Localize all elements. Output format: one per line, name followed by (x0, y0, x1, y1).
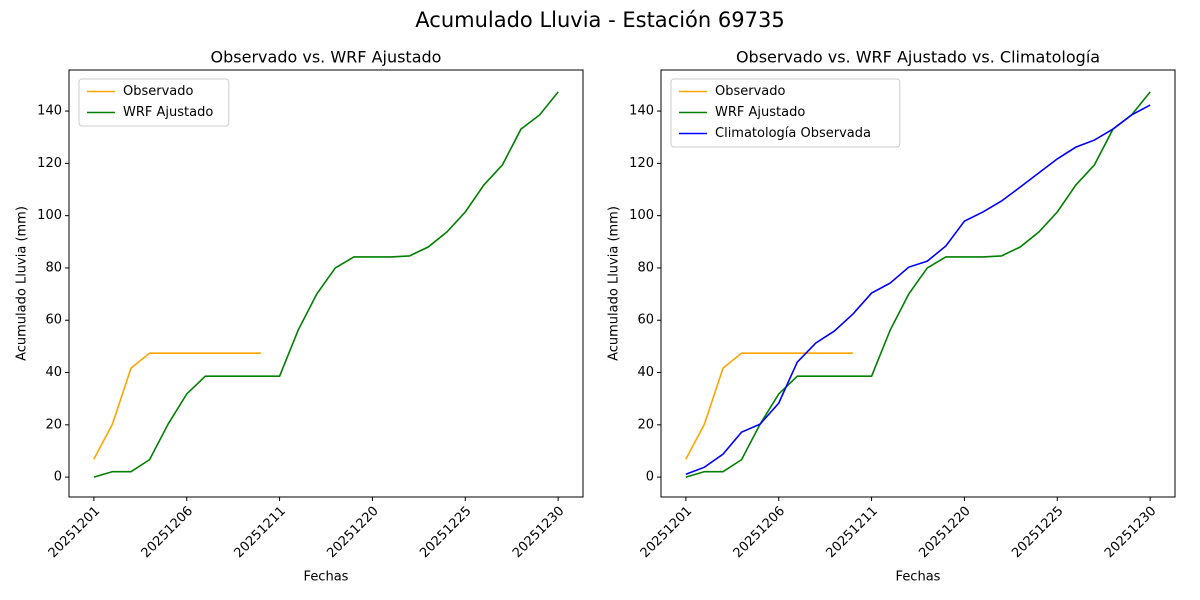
x-tick-label: 20251220 (324, 504, 381, 561)
y-tick-label: 100 (629, 208, 654, 223)
axes-frame (68, 69, 584, 498)
legend-box (78, 78, 230, 127)
x-tick-label: 20251206 (731, 504, 788, 561)
legend-box (670, 78, 901, 148)
legend-label: Climatología Observada (715, 126, 871, 141)
series-line (93, 352, 262, 460)
x-tick-label: 20251230 (510, 504, 567, 561)
y-tick-label: 60 (45, 313, 62, 328)
y-tick-label: 40 (637, 365, 654, 380)
y-axis-label: Acumulado Lluvia (mm) (15, 206, 30, 361)
y-tick-label: 20 (45, 417, 62, 432)
y-tick-label: 20 (637, 417, 654, 432)
axes-title: Observado vs. WRF Ajustado (211, 48, 442, 67)
series-line (685, 91, 1151, 478)
x-tick-label: 20251201 (46, 504, 103, 561)
legend-label: WRF Ajustado (715, 105, 805, 120)
x-tick-label: 20251220 (916, 504, 973, 561)
x-tick-label: 20251225 (417, 504, 474, 561)
series-line (685, 352, 854, 460)
x-axis-label: Fechas (896, 570, 941, 585)
y-tick-label: 140 (629, 104, 654, 119)
y-tick-label: 0 (54, 470, 62, 485)
axes-frame (660, 69, 1176, 498)
legend-label: Observado (123, 84, 194, 99)
y-tick-label: 120 (629, 156, 654, 171)
y-tick-label: 0 (646, 470, 654, 485)
y-tick-label: 80 (637, 260, 654, 275)
x-tick-label: 20251230 (1102, 504, 1159, 561)
legend-label: Observado (715, 84, 786, 99)
y-tick-label: 60 (637, 313, 654, 328)
y-tick-label: 80 (45, 260, 62, 275)
y-tick-label: 120 (37, 156, 62, 171)
figure-title: Acumulado Lluvia - Estación 69735 (415, 8, 784, 32)
x-tick-label: 20251225 (1009, 504, 1066, 561)
x-axis-label: Fechas (304, 570, 349, 585)
x-tick-label: 20251206 (139, 504, 196, 561)
y-tick-label: 140 (37, 104, 62, 119)
x-tick-label: 20251201 (638, 504, 695, 561)
legend-label: WRF Ajustado (123, 105, 213, 120)
series-line (685, 104, 1151, 475)
x-tick-label: 20251211 (823, 504, 880, 561)
y-axis-label: Acumulado Lluvia (mm) (607, 206, 622, 361)
axes-title: Observado vs. WRF Ajustado vs. Climatolo… (736, 48, 1100, 67)
y-tick-label: 40 (45, 365, 62, 380)
series-line (93, 91, 559, 478)
y-tick-label: 100 (37, 208, 62, 223)
x-tick-label: 20251211 (231, 504, 288, 561)
